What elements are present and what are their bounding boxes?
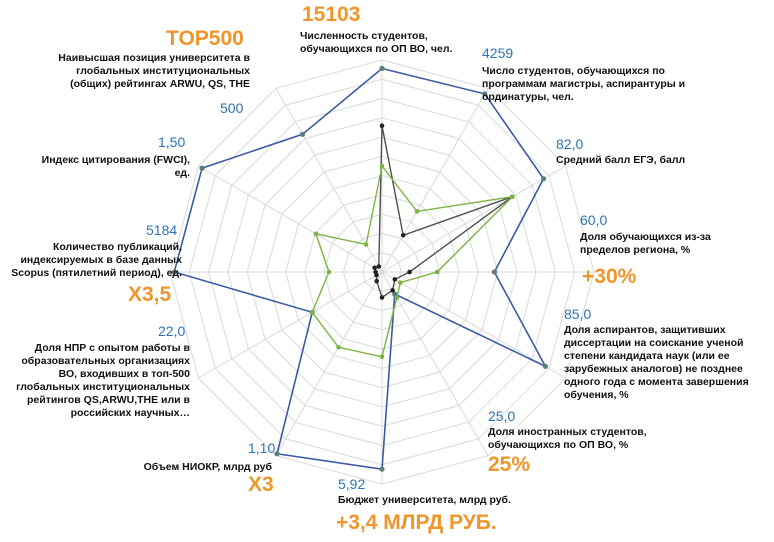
axis-target-2: 82,0 xyxy=(556,136,584,152)
grid-spoke xyxy=(275,88,383,273)
grid-spoke xyxy=(198,165,383,273)
series-point-2-3 xyxy=(434,269,440,275)
series-point-1-4 xyxy=(392,277,398,282)
axis-label-3: Доля обучающихся из-за пределов региона,… xyxy=(580,231,711,256)
grid-spoke xyxy=(275,271,383,456)
grid-spoke xyxy=(381,88,489,273)
grid-spoke xyxy=(381,271,566,379)
axis-highlight-11: TOP500 xyxy=(166,27,244,50)
series-point-0-7 xyxy=(274,451,280,457)
series-point-0-6 xyxy=(379,466,385,472)
series-point-0-5 xyxy=(392,291,398,297)
grid-spoke xyxy=(198,271,383,379)
axis-label-2: Средний балл ЕГЭ, балл xyxy=(556,154,686,166)
axis-label-4: Доля аспирантов, защитивших диссертации … xyxy=(564,324,749,401)
axis-target-1: 4259 xyxy=(482,45,514,61)
series-point-1-3 xyxy=(407,269,412,275)
series-point-1-11 xyxy=(376,264,382,269)
axis-highlight-5: 25% xyxy=(488,453,531,476)
series-point-2-9 xyxy=(326,269,332,275)
axis-target-8: 22,0 xyxy=(158,323,186,339)
axis-target-9: 5184 xyxy=(146,222,178,238)
axis-label-9: Количество публикаций, индексируемых в б… xyxy=(11,241,182,279)
series-point-1-1 xyxy=(400,232,406,238)
series-point-2-2 xyxy=(510,194,515,200)
axis-label-7: Объем НИОКР, млрд руб xyxy=(143,461,272,473)
series-point-2-5 xyxy=(394,295,400,301)
axis-target-3: 60,0 xyxy=(580,212,608,228)
series-point-2-0 xyxy=(379,163,385,169)
series-point-1-7 xyxy=(374,278,380,284)
axis-label-5: Доля иностранных студентов, обучающихся … xyxy=(488,426,647,451)
axis-target-6: 5,92 xyxy=(338,476,366,492)
series-point-0-11 xyxy=(299,131,306,137)
series-point-1-0 xyxy=(379,123,385,129)
axis-target-10: 1,50 xyxy=(158,134,186,150)
axis-highlight-6: +3,4 МЛРД РУБ. xyxy=(336,511,497,534)
series-point-1-10 xyxy=(372,265,377,271)
axis-target-5: 25,0 xyxy=(488,408,516,424)
series-point-0-9 xyxy=(171,269,177,275)
axis-label-0: Численность студентов, обучающихся по ОП… xyxy=(300,30,453,55)
axis-highlight-3: +30% xyxy=(582,265,637,288)
axis-label-6: Бюджет университета, млрд руб. xyxy=(338,494,511,506)
axis-label-1: Число студентов, обучающихся по программ… xyxy=(482,65,686,103)
series-point-2-6 xyxy=(379,354,385,360)
grid-spoke xyxy=(381,271,489,456)
axis-target-7: 1,10 xyxy=(248,440,276,456)
axis-label-11: Наивысшая позиция университета в глобаль… xyxy=(58,52,250,90)
axis-label-10: Индекс цитирования (FWCI), ед. xyxy=(41,154,190,179)
series-point-1-9 xyxy=(373,269,378,275)
axis-label-8: Доля НПР с опытом работы в образовательн… xyxy=(16,342,190,419)
axis-target-11: 500 xyxy=(220,100,244,116)
series-point-2-1 xyxy=(414,209,420,214)
series-point-0-4 xyxy=(542,363,549,369)
axis-highlight-9: X3,5 xyxy=(128,283,172,306)
series-point-2-7 xyxy=(336,344,341,350)
series-point-0-10 xyxy=(199,165,205,171)
grid-spoke xyxy=(381,165,566,273)
series-point-2-8 xyxy=(309,309,315,315)
axis-target-4: 85,0 xyxy=(564,306,592,322)
series-point-1-5 xyxy=(390,288,395,293)
series-point-2-11 xyxy=(363,242,369,247)
series-point-0-2 xyxy=(540,176,547,182)
series-point-0-1 xyxy=(482,91,488,97)
series-point-0-3 xyxy=(491,269,497,275)
series-point-2-10 xyxy=(313,231,319,237)
axis-highlight-7: X3 xyxy=(248,473,274,496)
axis-target-numchildren: 15103 xyxy=(302,3,361,26)
series-point-0-0 xyxy=(379,65,385,72)
series-point-1-6 xyxy=(379,295,385,300)
series-point-2-4 xyxy=(398,280,403,285)
